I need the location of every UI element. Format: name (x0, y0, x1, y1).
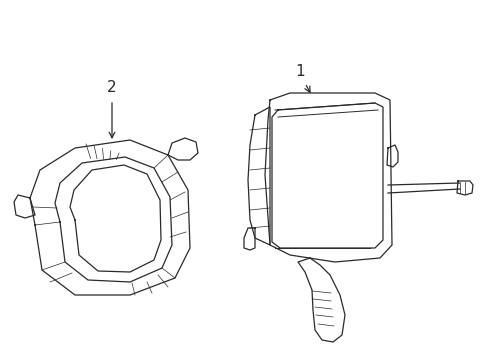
Polygon shape (14, 195, 35, 218)
Polygon shape (55, 157, 172, 282)
Polygon shape (386, 145, 397, 167)
Polygon shape (271, 103, 382, 248)
Polygon shape (30, 140, 190, 295)
Polygon shape (244, 228, 254, 250)
Polygon shape (70, 165, 161, 272)
Polygon shape (247, 107, 269, 245)
Text: 1: 1 (295, 64, 304, 80)
Polygon shape (297, 258, 345, 342)
Polygon shape (264, 93, 391, 262)
Polygon shape (168, 138, 198, 160)
Text: 2: 2 (107, 81, 117, 95)
Polygon shape (456, 181, 472, 195)
